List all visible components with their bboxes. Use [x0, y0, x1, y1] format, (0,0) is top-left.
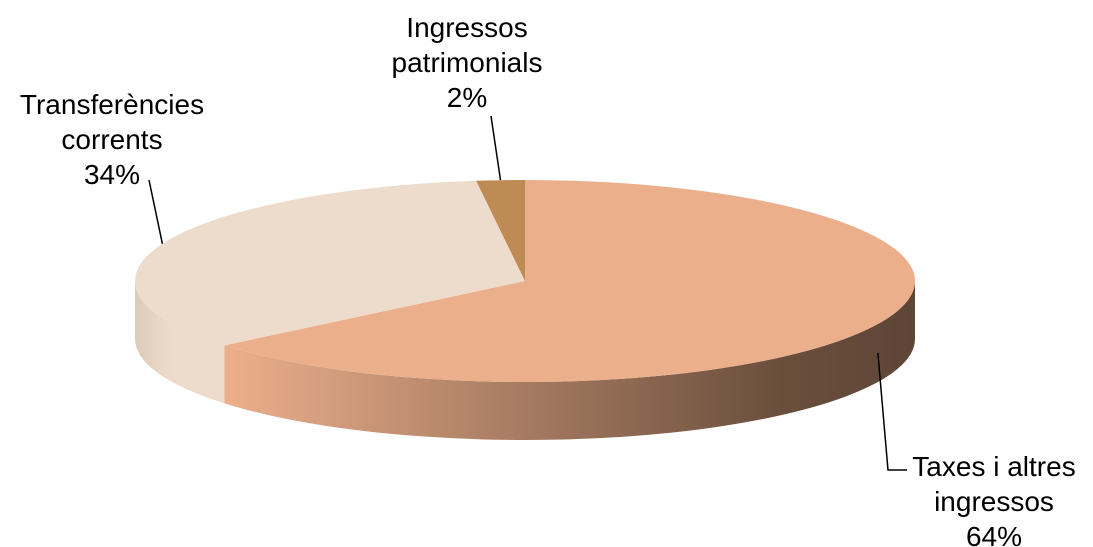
slice-transferencies [135, 180, 525, 346]
data-label-taxes: Taxes i altres ingressos 64% [912, 451, 1075, 547]
data-label-name: ingressos [934, 486, 1054, 517]
data-label-name: corrents [61, 124, 162, 155]
slice-side-transferencies [135, 281, 225, 404]
data-label-name: Taxes i altres [912, 451, 1075, 482]
leader-line-taxes [877, 352, 907, 471]
data-label-name: Ingressos [406, 12, 527, 43]
leader-lines [148, 115, 907, 471]
pie-slices [135, 180, 915, 382]
leader-line-patrimonials [490, 115, 502, 181]
data-label-name: patrimonials [392, 47, 543, 78]
data-label-name: Transferències [20, 89, 204, 120]
data-labels: Taxes i altres ingressos 64% Transferències… [20, 12, 1076, 547]
data-label-transferencies: Transferències corrents 34% [20, 89, 204, 190]
data-label-patrimonials: Ingressos patrimonials 2% [392, 12, 543, 113]
data-label-percent: 34% [84, 159, 140, 190]
data-label-percent: 64% [966, 521, 1022, 547]
slice-side-taxes [224, 281, 915, 441]
leader-line-transferencies [148, 179, 164, 244]
data-label-percent: 2% [447, 82, 487, 113]
slice-taxes [224, 180, 915, 382]
pie-side-walls [135, 281, 915, 441]
slice-patrimonials [476, 180, 525, 281]
